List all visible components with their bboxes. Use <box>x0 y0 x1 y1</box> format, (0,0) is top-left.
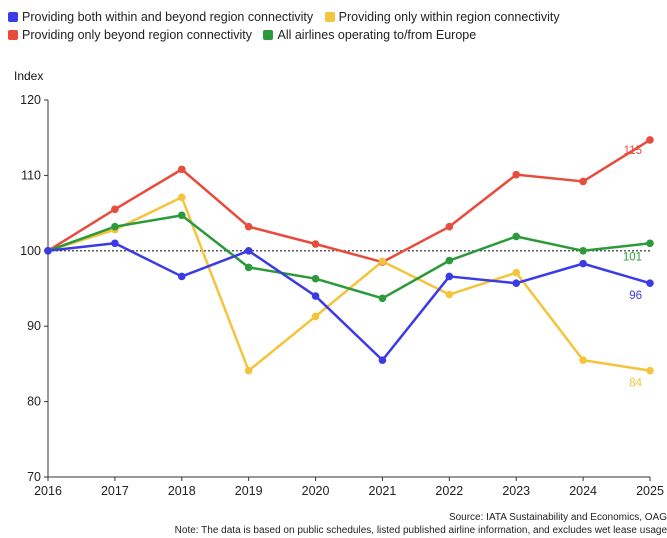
point-providing-both-within-and-beyond-region-connectivity-2024 <box>579 259 587 268</box>
y-tick-label-90: 90 <box>27 319 41 333</box>
point-all-airlines-operating-to-from-europe-2025 <box>646 239 654 248</box>
point-providing-only-beyond-region-connectivity-2017 <box>111 205 119 214</box>
line-chart: Index 70 80 90 100 110 120 2016 2017 2018 2019 2020… <box>14 69 664 498</box>
y-tick-label-80: 80 <box>27 395 41 409</box>
point-providing-only-beyond-region-connectivity-2023 <box>512 170 521 179</box>
point-all-airlines-operating-to-from-europe-2023 <box>512 232 521 241</box>
point-all-airlines-operating-to-from-europe-2019 <box>244 263 253 272</box>
point-providing-only-beyond-region-connectivity-2019 <box>244 222 253 231</box>
point-all-airlines-operating-to-from-europe-2017 <box>111 222 119 231</box>
point-providing-only-within-region-connectivity-2019 <box>244 366 253 375</box>
point-providing-only-within-region-connectivity-2025 <box>646 366 654 375</box>
x-tick-label-2022: 2022 <box>435 484 463 498</box>
point-providing-only-beyond-region-connectivity-2024 <box>579 177 587 186</box>
legend-swatch-both <box>8 12 18 22</box>
end-label-providing-both-within-and-beyond-region-connectivity: 96 <box>629 290 642 302</box>
point-all-airlines-operating-to-from-europe-2024 <box>579 247 587 255</box>
x-tick-label-2025: 2025 <box>636 484 664 498</box>
x-tick-label-2017: 2017 <box>101 484 129 498</box>
point-providing-only-beyond-region-connectivity-2025 <box>646 136 654 144</box>
legend-label-within: Providing only within region connectivit… <box>338 10 560 24</box>
point-all-airlines-operating-to-from-europe-2020 <box>311 274 320 283</box>
y-axis-title: Index <box>14 69 43 83</box>
series-line-providing-only-beyond-region-connectivity <box>47 138 651 264</box>
end-label-providing-only-within-region-connectivity: 84 <box>629 378 642 390</box>
legend-label-both: Providing both within and beyond region … <box>22 10 314 24</box>
point-providing-both-within-and-beyond-region-connectivity-2021 <box>378 356 387 364</box>
legend-row-2: Providing only beyond region connectivit… <box>8 26 663 44</box>
point-providing-both-within-and-beyond-region-connectivity-2016 <box>44 247 52 255</box>
legend-item-both: Providing both within and beyond region … <box>8 8 313 26</box>
point-providing-both-within-and-beyond-region-connectivity-2020 <box>311 292 320 300</box>
point-providing-only-within-region-connectivity-2018 <box>177 193 186 202</box>
y-tick-label-70: 70 <box>27 470 41 484</box>
point-providing-only-within-region-connectivity-2020 <box>311 312 320 321</box>
point-providing-both-within-and-beyond-region-connectivity-2023 <box>512 279 521 288</box>
legend-label-beyond: Providing only beyond region connectivit… <box>22 28 252 42</box>
x-tick-label-2019: 2019 <box>235 484 263 498</box>
x-tick-label-2024: 2024 <box>569 484 597 498</box>
series-line-all-airlines-operating-to-from-europe <box>47 214 651 300</box>
end-label-providing-only-beyond-region-connectivity: 115 <box>624 145 642 157</box>
legend-swatch-all <box>263 30 274 40</box>
point-all-airlines-operating-to-from-europe-2018 <box>177 211 186 220</box>
legend-swatch-within <box>324 12 335 22</box>
point-providing-only-beyond-region-connectivity-2020 <box>311 240 320 248</box>
point-providing-both-within-and-beyond-region-connectivity-2025 <box>646 279 654 288</box>
x-tick-label-2021: 2021 <box>369 484 397 498</box>
point-all-airlines-operating-to-from-europe-2022 <box>445 256 454 265</box>
legend: Providing both within and beyond region … <box>8 8 663 44</box>
point-providing-only-beyond-region-connectivity-2018 <box>177 165 186 174</box>
legend-item-all: All airlines operating to/from Europe <box>263 26 476 44</box>
x-tick-label-2020: 2020 <box>302 484 330 498</box>
data-note: Note: The data is based on public schedu… <box>174 525 667 536</box>
point-providing-only-beyond-region-connectivity-2022 <box>445 222 454 231</box>
x-tick-label-2016: 2016 <box>34 484 62 498</box>
y-tick-label-100: 100 <box>20 244 41 258</box>
point-providing-both-within-and-beyond-region-connectivity-2017 <box>111 239 119 248</box>
legend-swatch-beyond <box>8 30 18 40</box>
x-tick-label-2018: 2018 <box>168 484 196 498</box>
legend-item-within: Providing only within region connectivit… <box>324 8 560 26</box>
y-tick-label-120: 120 <box>20 93 41 107</box>
x-tick-label-2023: 2023 <box>502 484 530 498</box>
point-providing-both-within-and-beyond-region-connectivity-2022 <box>445 272 454 281</box>
point-providing-both-within-and-beyond-region-connectivity-2019 <box>244 247 253 255</box>
point-providing-both-within-and-beyond-region-connectivity-2018 <box>177 272 186 281</box>
point-all-airlines-operating-to-from-europe-2021 <box>378 294 387 303</box>
legend-row-1: Providing both within and beyond region … <box>8 8 663 26</box>
source-note: Source: IATA Sustainability and Economic… <box>448 512 667 523</box>
legend-label-all: All airlines operating to/from Europe <box>277 28 477 42</box>
series-line-providing-both-within-and-beyond-region-connectivity <box>47 242 651 362</box>
point-providing-only-within-region-connectivity-2023 <box>512 268 521 277</box>
point-providing-only-within-region-connectivity-2021 <box>378 257 387 266</box>
point-providing-only-within-region-connectivity-2022 <box>445 290 454 299</box>
legend-item-beyond: Providing only beyond region connectivit… <box>8 26 252 44</box>
point-providing-only-within-region-connectivity-2024 <box>579 356 587 364</box>
y-tick-label-110: 110 <box>21 168 41 182</box>
end-label-all-airlines-operating-to-from-europe: 101 <box>623 251 642 263</box>
